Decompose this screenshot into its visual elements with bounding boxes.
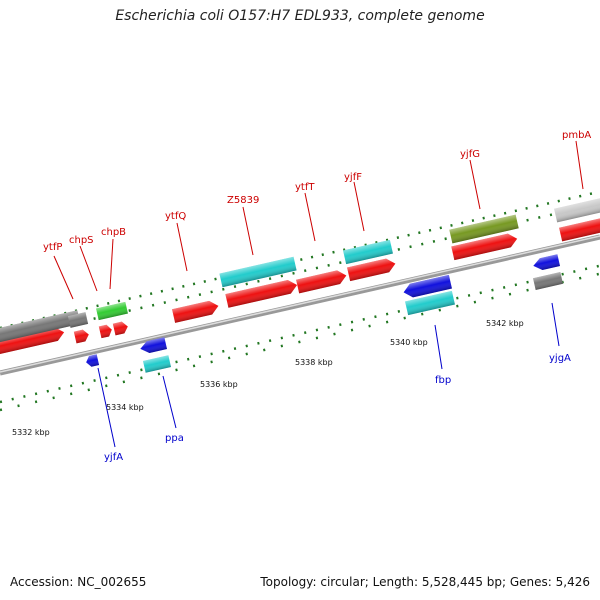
gene-blue-yjfA-shade xyxy=(86,354,100,367)
gene-cyan-ppa[interactable] xyxy=(142,355,172,373)
gene-olive-1-shade xyxy=(449,214,519,244)
tick-label-5342: 5342 kbp xyxy=(486,319,524,328)
genome-info-text: Topology: circular; Length: 5,528,445 bp… xyxy=(260,575,590,589)
gene-label-yjfG[interactable]: yjfG xyxy=(460,149,480,160)
leader-chpB xyxy=(109,238,114,290)
gene-gray-2-shade xyxy=(67,312,89,328)
gene-label-yjgA[interactable]: yjgA xyxy=(549,353,571,364)
gene-red-chpB[interactable] xyxy=(112,321,129,336)
gene-features xyxy=(0,197,600,373)
tick-label-5334: 5334 kbp xyxy=(106,403,144,412)
leader-ppa xyxy=(162,375,177,429)
guide-line-2 xyxy=(0,272,600,412)
gene-label-chpS[interactable]: chpS xyxy=(69,235,94,246)
gene-red-ytfT-shade xyxy=(296,270,347,294)
gene-cyan-2[interactable] xyxy=(343,239,393,265)
gene-cyan-fbp[interactable] xyxy=(405,290,455,316)
gene-cyan-ppa-shade xyxy=(142,355,172,373)
gene-label-yjfA[interactable]: yjfA xyxy=(104,452,123,463)
gene-red-ytfQ-shade xyxy=(172,300,219,323)
gene-red-ytfP-shade xyxy=(73,329,89,344)
leader-ytfQ xyxy=(176,222,188,272)
gene-red-ytfQ[interactable] xyxy=(172,299,220,323)
scale-tick-labels: 5332 kbp 5334 kbp 5336 kbp 5338 kbp 5340… xyxy=(12,319,524,437)
gene-label-pmbA[interactable]: pmbA xyxy=(562,130,591,141)
tick-label-5338: 5338 kbp xyxy=(295,358,333,367)
gene-red-Z5839-shade xyxy=(225,279,298,308)
gene-red-yjfF-shade xyxy=(347,258,396,282)
gene-cyan-2-shade xyxy=(343,239,393,265)
gene-label-fbp[interactable]: fbp xyxy=(435,375,451,386)
gene-gray-yjgA[interactable] xyxy=(533,272,563,290)
gene-labels: ytfP chpS chpB ytfQ Z5839 ytfT yjfF yjfG… xyxy=(43,130,591,463)
tick-label-5336: 5336 kbp xyxy=(200,380,238,389)
leader-chpS xyxy=(79,245,98,292)
gene-label-ppa[interactable]: ppa xyxy=(165,433,184,444)
leader-Z5839 xyxy=(242,206,254,256)
genome-backbone xyxy=(0,234,600,376)
gene-red-pmbA[interactable] xyxy=(559,217,600,242)
leader-ytfT xyxy=(304,192,316,242)
tick-label-5332: 5332 kbp xyxy=(12,428,50,437)
gene-lightgray-1-shade xyxy=(554,197,600,223)
gene-label-ytfQ[interactable]: ytfQ xyxy=(165,211,186,222)
gene-red-chpB-shade xyxy=(112,321,128,336)
accession-text: Accession: NC_002655 xyxy=(10,575,147,589)
leader-yjgA xyxy=(551,302,560,347)
gene-cyan-1[interactable] xyxy=(219,256,297,288)
gene-red-chpS-shade xyxy=(98,324,112,339)
gene-olive-1[interactable] xyxy=(449,214,519,244)
gene-cyan-fbp-shade xyxy=(405,290,455,316)
gene-cyan-1-shade xyxy=(219,256,297,288)
gene-blue-fbp-shade xyxy=(403,274,452,298)
gene-gray-2[interactable] xyxy=(67,312,89,328)
leader-yjfA xyxy=(97,367,116,448)
gene-blue-yjgA-shade xyxy=(533,254,561,270)
gene-red-ytfP[interactable] xyxy=(73,329,90,344)
gene-label-ytfP[interactable]: ytfP xyxy=(43,242,62,253)
gene-red-Z5839[interactable] xyxy=(225,278,298,308)
gene-lightgray-1[interactable] xyxy=(554,197,600,223)
gene-blue-ppa[interactable] xyxy=(139,337,168,354)
genome-title: Escherichia coli O157:H7 EDL933, complet… xyxy=(115,8,485,24)
gene-green-1-shade xyxy=(96,301,128,321)
gene-label-chpB[interactable]: chpB xyxy=(101,227,126,238)
gene-blue-fbp[interactable] xyxy=(402,274,452,299)
gene-gray-yjgA-shade xyxy=(533,272,563,290)
gene-blue-yjgA[interactable] xyxy=(532,254,561,271)
gene-gray-1-shade xyxy=(0,310,81,344)
gene-red-1[interactable] xyxy=(0,325,66,355)
gene-label-ytfT[interactable]: ytfT xyxy=(295,182,315,193)
leader-fbp xyxy=(434,324,443,370)
gene-blue-ppa-shade xyxy=(140,337,168,353)
gene-blue-yjfA[interactable] xyxy=(85,354,100,367)
leader-pmbA xyxy=(575,140,584,190)
gene-label-yjfF[interactable]: yjfF xyxy=(344,172,362,183)
leader-yjfF xyxy=(353,181,365,232)
gene-red-1-shade xyxy=(0,327,65,355)
tick-label-5340: 5340 kbp xyxy=(390,338,428,347)
gene-red-ytfT[interactable] xyxy=(296,269,348,294)
gene-red-yjfG-shade xyxy=(451,233,518,261)
gene-red-yjfF[interactable] xyxy=(347,257,397,282)
leader-yjfG xyxy=(469,159,481,210)
leader-ytfP xyxy=(53,255,74,300)
gene-red-yjfG[interactable] xyxy=(451,232,518,261)
gene-green-1[interactable] xyxy=(96,301,128,321)
gene-label-Z5839[interactable]: Z5839 xyxy=(227,195,259,206)
track-guides xyxy=(0,190,600,412)
gene-gray-1[interactable] xyxy=(0,310,81,344)
gene-red-chpS[interactable] xyxy=(98,324,113,339)
gene-red-pmbA-shade xyxy=(559,218,600,242)
